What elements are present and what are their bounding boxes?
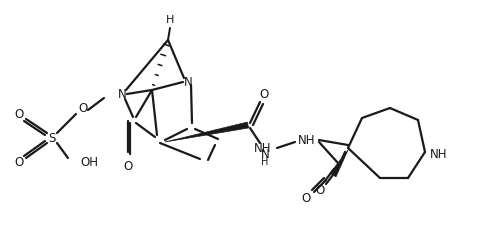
- Text: O: O: [124, 159, 132, 173]
- Text: H: H: [166, 15, 174, 25]
- Text: O: O: [78, 101, 88, 114]
- Text: H: H: [262, 157, 268, 167]
- Text: N: N: [260, 148, 270, 160]
- Text: O: O: [14, 155, 24, 169]
- Text: NH: NH: [298, 134, 316, 147]
- Text: NH: NH: [430, 148, 448, 160]
- Text: OH: OH: [80, 155, 98, 169]
- Polygon shape: [330, 150, 348, 177]
- Polygon shape: [165, 122, 248, 142]
- Text: O: O: [302, 192, 310, 204]
- Text: O: O: [260, 88, 268, 100]
- Text: O: O: [14, 109, 24, 122]
- Text: N: N: [184, 75, 192, 89]
- Text: O: O: [316, 184, 324, 198]
- Text: N: N: [118, 88, 126, 100]
- Text: S: S: [48, 132, 56, 144]
- Text: NH: NH: [254, 142, 272, 154]
